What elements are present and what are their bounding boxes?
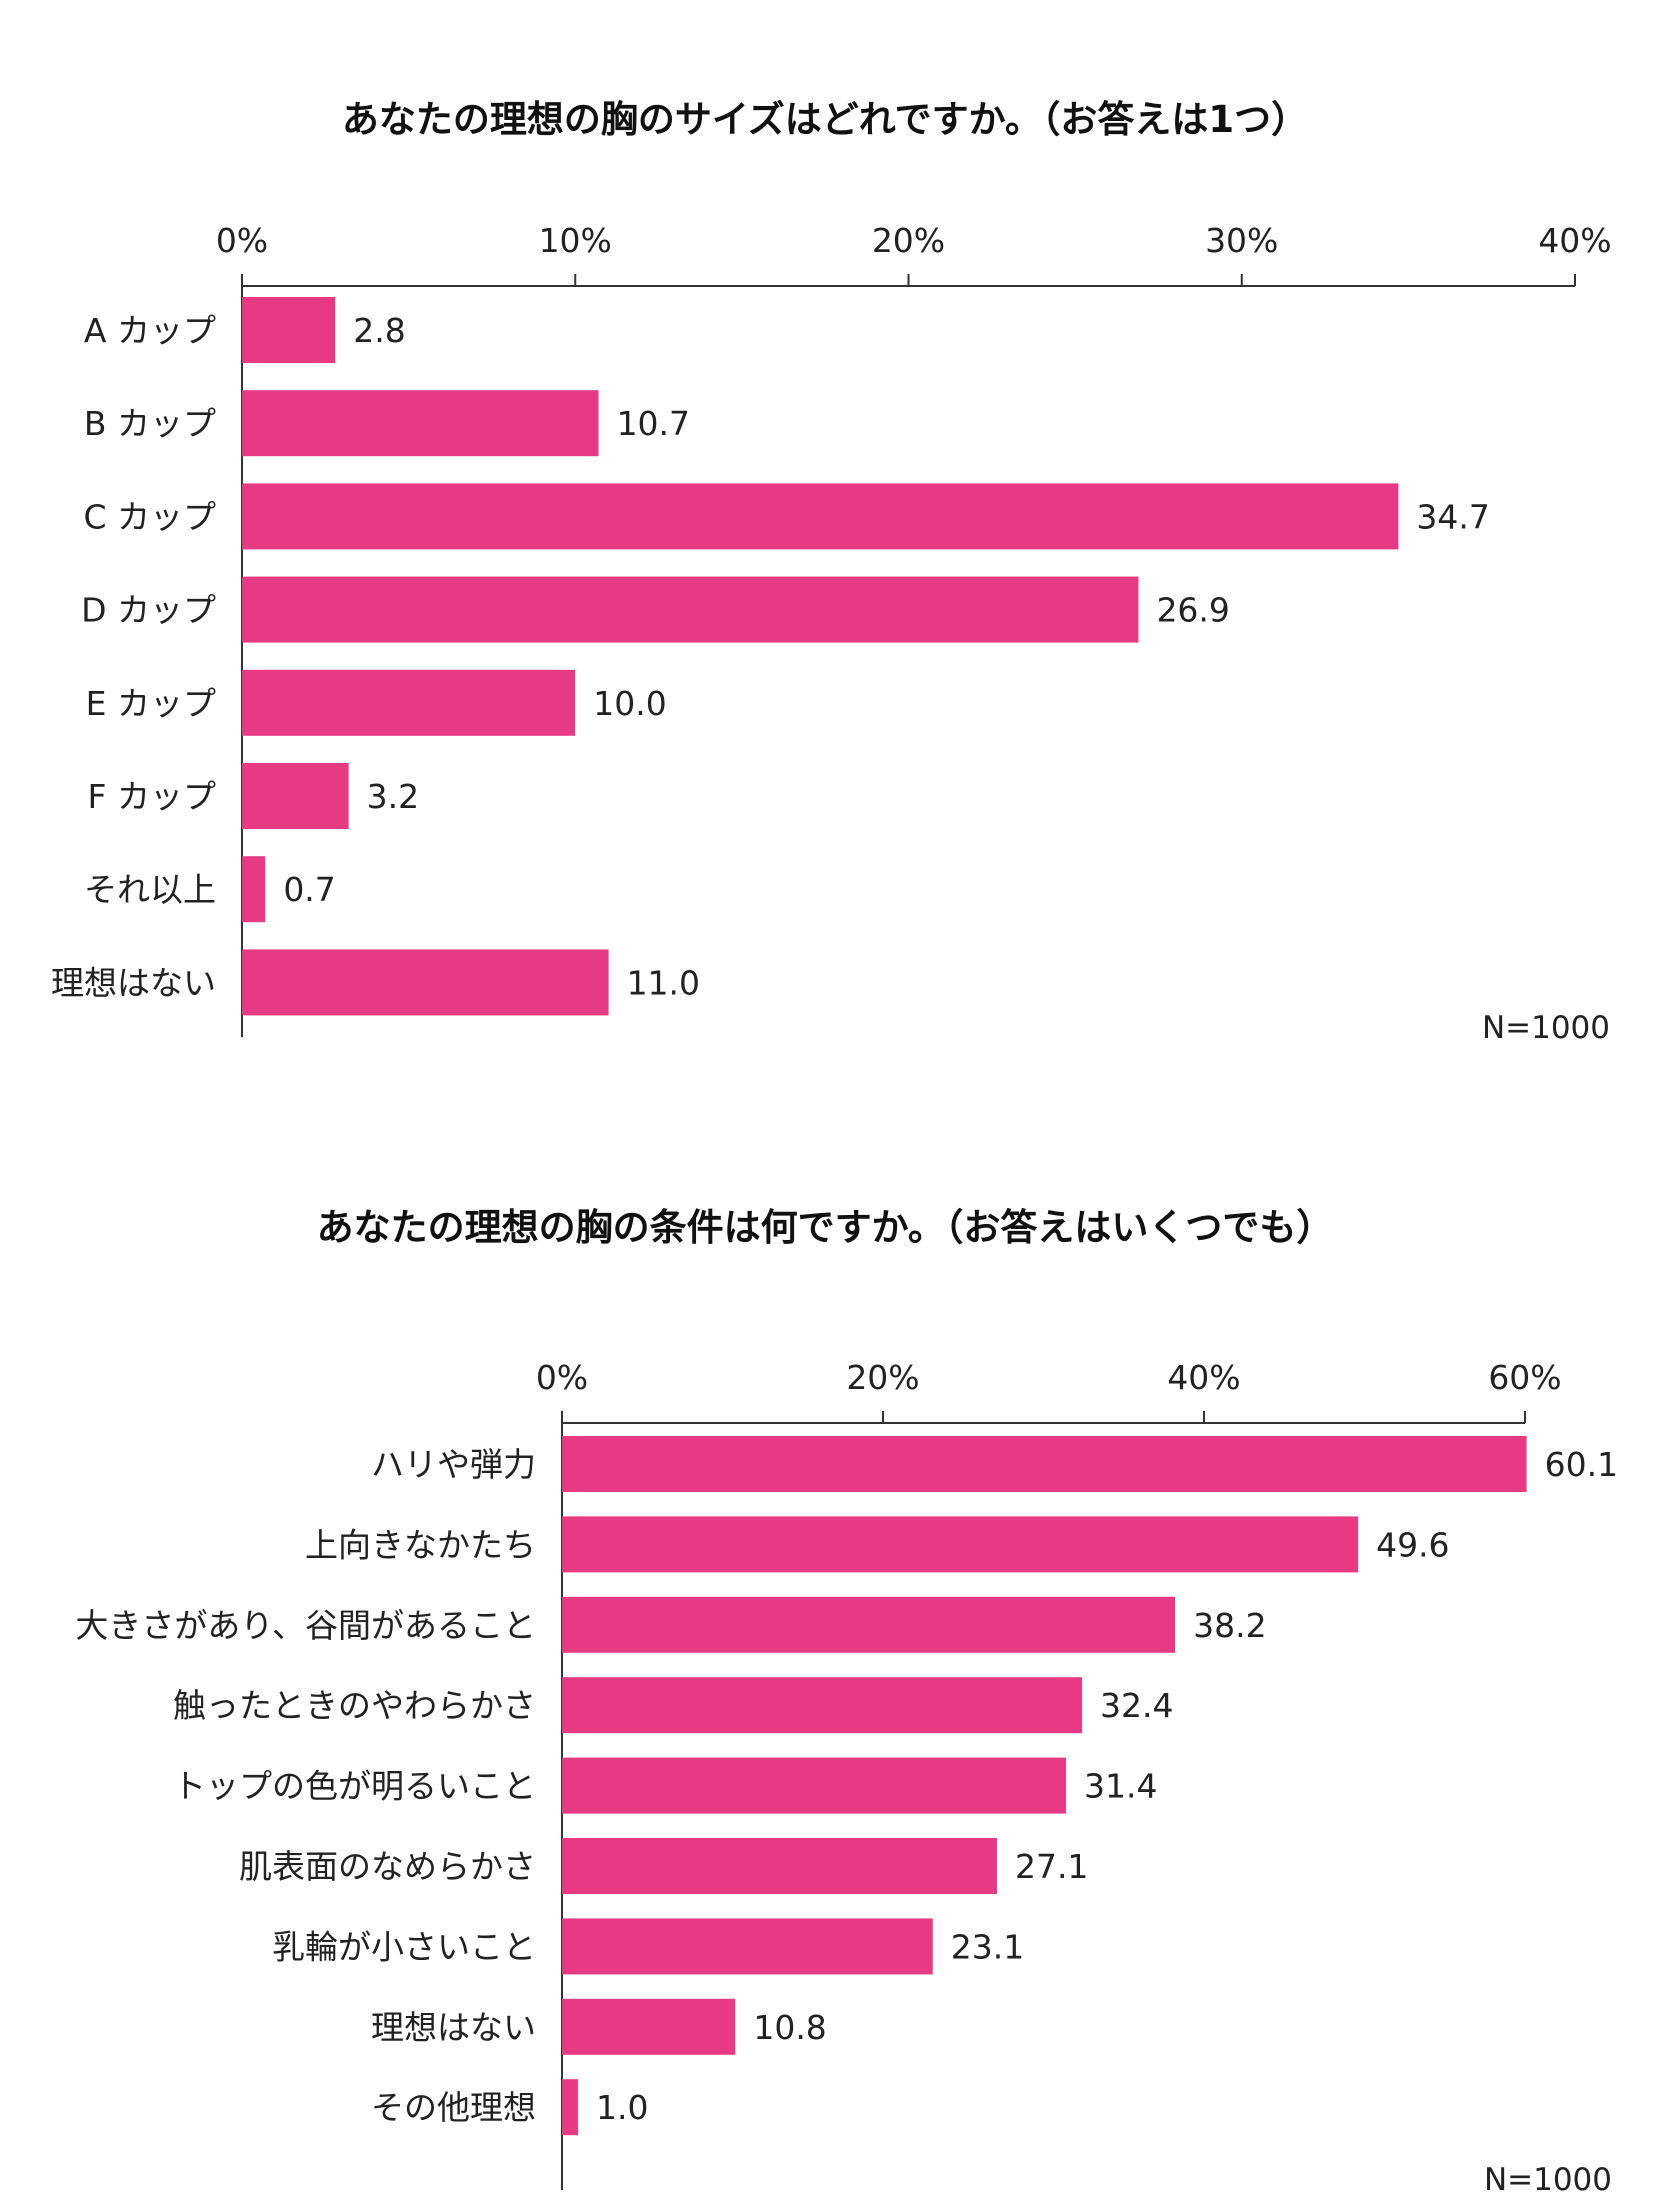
bar [242,949,609,1016]
sample-size-note: N=1000 [1482,1010,1610,1046]
value-label: 10.8 [753,2008,826,2047]
cup-size-chart: あなたの理想の胸のサイズはどれですか。（お答えは1つ） 0% 10% 20% 30% 40… [51,98,1612,1046]
bar [242,856,266,923]
bar [242,576,1139,643]
bar [562,1516,1359,1573]
x-tick-label: 30% [1205,221,1278,260]
value-label: 60.1 [1545,1445,1618,1484]
bar [242,483,1399,550]
bar [242,669,576,736]
x-tick-label: 20% [872,221,945,260]
x-tick-label: 10% [539,221,612,260]
category-label: A カップ [84,311,216,350]
bar [242,763,349,829]
bar [242,297,336,363]
sample-size-note: N=1000 [1484,2162,1612,2198]
value-label: 27.1 [1015,1847,1088,1886]
value-label: 11.0 [627,963,700,1002]
category-label: 触ったときのやわらかさ [173,1686,536,1725]
category-label: トップの色が明るいこと [173,1767,536,1806]
category-label: 肌表面のなめらかさ [239,1847,536,1886]
category-label: E カップ [86,684,216,723]
bar [562,1677,1083,1734]
bar [562,1918,933,1975]
value-label: 1.0 [596,2088,648,2127]
category-label: それ以上 [84,870,216,909]
value-label: 32.4 [1100,1686,1173,1725]
value-label: 38.2 [1193,1606,1266,1645]
conditions-chart: あなたの理想の胸の条件は何ですか。（お答えはいくつでも） 0% 20% 40% 60% ハ… [75,1206,1618,2198]
bar [562,1998,736,2055]
chart-title: あなたの理想の胸の条件は何ですか。（お答えはいくつでも） [317,1206,1334,1249]
category-label: 乳輪が小さいこと [272,1927,536,1966]
bar [562,1436,1527,1492]
x-tick-label: 0% [536,1358,588,1397]
value-label: 3.2 [367,777,419,816]
category-label: その他理想 [371,2088,536,2127]
category-label: D カップ [81,591,216,630]
category-label: B カップ [84,404,216,443]
bar [562,1596,1176,1653]
category-label: 上向きなかたち [305,1525,536,1564]
bar [562,2079,579,2136]
category-label: 理想はない [371,2008,536,2047]
value-label: 10.0 [593,684,666,723]
value-label: 26.9 [1156,591,1229,630]
value-label: 49.6 [1376,1525,1449,1564]
x-tick-label: 60% [1488,1358,1561,1397]
x-tick-label: 20% [846,1358,919,1397]
bar [562,1838,997,1894]
category-label: 理想はない [51,963,216,1002]
value-label: 34.7 [1416,497,1489,536]
value-label: 23.1 [951,1927,1024,1966]
x-tick-label: 40% [1167,1358,1240,1397]
bar [242,390,599,457]
value-label: 10.7 [617,404,690,443]
category-label: C カップ [83,497,216,536]
x-tick-label: 0% [216,221,268,260]
chart-title: あなたの理想の胸のサイズはどれですか。（お答えは1つ） [342,98,1308,141]
category-label: 大きさがあり、谷間があること [75,1606,536,1645]
value-label: 0.7 [283,870,335,909]
category-label: F カップ [88,777,216,816]
value-label: 2.8 [353,311,405,350]
x-tick-label: 40% [1538,221,1611,260]
category-label: ハリや弾力 [371,1445,536,1484]
bar [562,1757,1066,1814]
value-label: 31.4 [1084,1767,1157,1806]
